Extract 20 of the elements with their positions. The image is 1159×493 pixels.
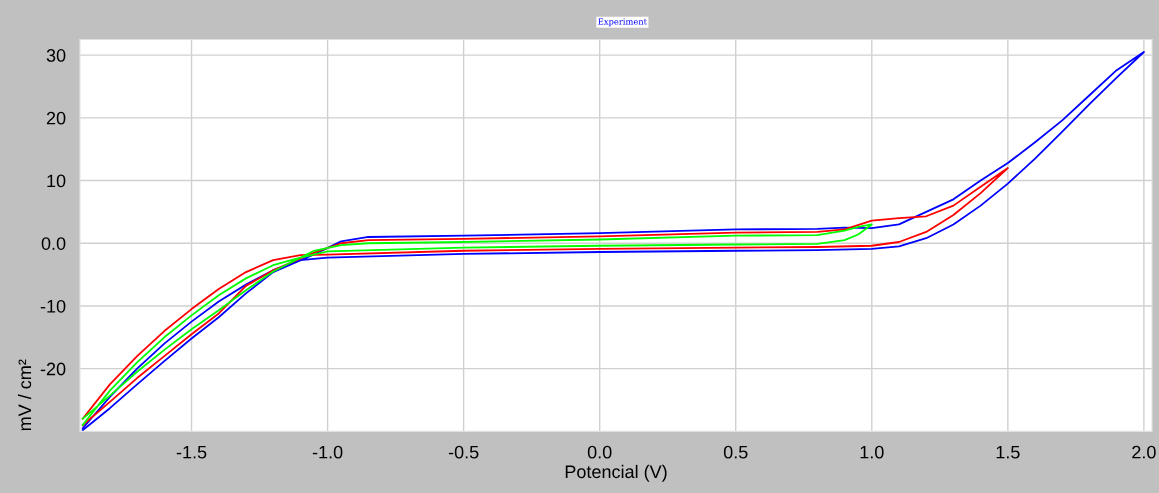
x-tick-label: -1.5 — [176, 445, 207, 459]
y-tick-label: -20 — [40, 362, 66, 376]
y-tick-label: 0.0 — [41, 237, 66, 250]
line-series — [81, 223, 873, 427]
x-tick-label: -0.5 — [448, 445, 479, 459]
x-tick-label: -1.0 — [312, 445, 343, 459]
x-tick-label: 0.0 — [587, 445, 612, 459]
y-tick-label: 20 — [46, 111, 66, 125]
x-axis-title: Potencial (V) — [565, 464, 667, 482]
y-axis-title: mV / cm² — [17, 359, 32, 431]
x-tick-label: 1.5 — [996, 445, 1020, 459]
line-series — [81, 167, 1009, 427]
y-tick-label: 10 — [47, 174, 66, 188]
x-tick-label: 0.5 — [723, 445, 748, 459]
chart-title: Experiment — [598, 18, 647, 27]
x-tick-label: 2.0 — [1132, 445, 1156, 459]
y-tick-label: -10 — [40, 299, 66, 313]
line-series — [81, 51, 1145, 432]
y-tick-label: 30 — [46, 49, 66, 62]
x-tick-label: 1.0 — [860, 445, 884, 459]
